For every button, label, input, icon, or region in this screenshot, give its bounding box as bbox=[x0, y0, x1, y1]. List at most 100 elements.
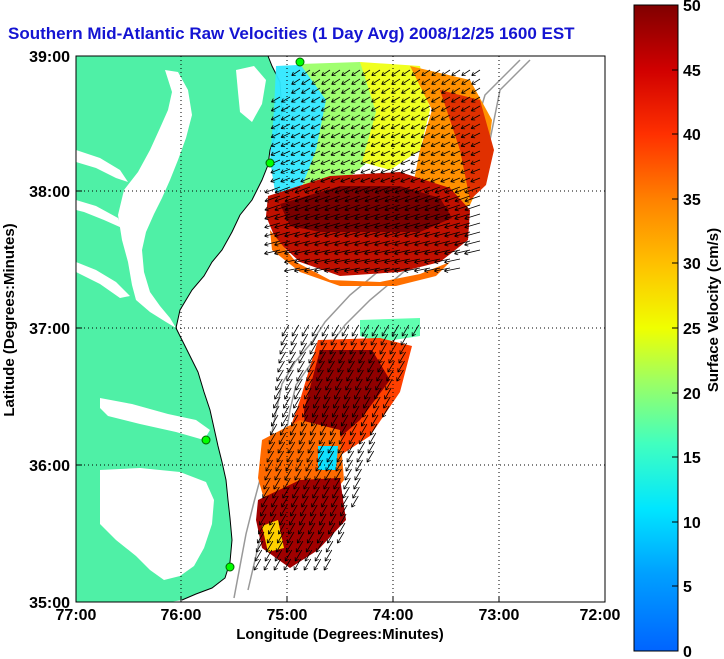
current-vector bbox=[391, 96, 401, 103]
current-vector bbox=[351, 96, 361, 103]
current-vector bbox=[342, 405, 350, 418]
colorbar-tick-label: 10 bbox=[683, 515, 701, 532]
current-vector bbox=[444, 267, 461, 273]
current-vector bbox=[334, 204, 351, 212]
current-vector bbox=[464, 195, 481, 203]
current-vector bbox=[314, 549, 323, 562]
current-vector bbox=[400, 177, 411, 183]
current-vector bbox=[272, 405, 280, 418]
current-vector bbox=[384, 195, 401, 203]
current-vector bbox=[394, 222, 411, 229]
current-vector bbox=[280, 114, 291, 121]
current-vector bbox=[394, 240, 411, 247]
current-vector bbox=[364, 222, 381, 229]
current-vector bbox=[361, 78, 371, 85]
current-vector bbox=[270, 141, 281, 148]
current-vector bbox=[301, 324, 310, 337]
current-vector bbox=[354, 213, 371, 221]
current-vector bbox=[354, 231, 371, 238]
current-vector bbox=[282, 486, 290, 499]
current-vector bbox=[320, 132, 331, 139]
current-vector bbox=[304, 195, 321, 203]
current-vector bbox=[351, 414, 359, 427]
current-vector bbox=[328, 522, 336, 535]
current-vector bbox=[270, 168, 281, 174]
current-vector bbox=[344, 195, 361, 203]
current-vector bbox=[293, 396, 301, 409]
current-vector bbox=[300, 150, 311, 156]
current-vector bbox=[360, 105, 371, 112]
current-vector bbox=[341, 96, 351, 103]
current-vector bbox=[298, 351, 306, 364]
current-vector bbox=[380, 333, 389, 346]
current-vector bbox=[420, 177, 431, 183]
current-vector bbox=[268, 522, 276, 535]
current-vector bbox=[454, 222, 471, 229]
current-vector bbox=[314, 222, 331, 229]
current-vector bbox=[380, 105, 391, 112]
current-vector bbox=[300, 177, 311, 183]
current-vector bbox=[350, 150, 361, 156]
current-vector bbox=[290, 141, 301, 148]
current-vector bbox=[334, 231, 351, 238]
current-vector bbox=[340, 168, 351, 174]
current-vector bbox=[276, 531, 285, 544]
current-vector bbox=[309, 423, 318, 436]
current-vector bbox=[399, 342, 407, 355]
current-vector bbox=[441, 78, 451, 85]
current-vector bbox=[430, 105, 441, 112]
current-vector bbox=[361, 87, 371, 94]
current-vector bbox=[338, 351, 346, 364]
colorbar-label: Surface Velocity (cm/s) bbox=[705, 228, 722, 392]
current-vector bbox=[404, 240, 421, 247]
current-vector bbox=[322, 486, 330, 499]
current-vector bbox=[300, 123, 311, 130]
current-vector bbox=[464, 204, 481, 212]
current-vector bbox=[263, 558, 272, 571]
current-vector bbox=[360, 123, 371, 130]
current-vector bbox=[299, 342, 307, 355]
current-vector bbox=[324, 186, 341, 194]
current-vector bbox=[374, 231, 391, 238]
current-vector bbox=[375, 378, 383, 391]
current-vector bbox=[348, 432, 357, 445]
current-vector bbox=[384, 258, 401, 265]
current-vector bbox=[273, 396, 281, 409]
current-vector bbox=[350, 159, 361, 165]
current-vector bbox=[434, 222, 451, 229]
current-vector bbox=[334, 387, 342, 400]
current-vector bbox=[265, 459, 273, 472]
current-vector bbox=[314, 468, 322, 481]
current-vector bbox=[330, 504, 338, 517]
current-vector bbox=[385, 378, 393, 391]
current-vector bbox=[281, 324, 290, 337]
current-vector bbox=[347, 441, 356, 454]
current-vector bbox=[289, 423, 298, 436]
current-vector bbox=[351, 78, 361, 85]
current-vector bbox=[330, 114, 341, 121]
current-vector bbox=[284, 249, 301, 256]
current-vector bbox=[303, 558, 312, 571]
current-vector bbox=[330, 168, 341, 174]
current-vector bbox=[321, 87, 331, 94]
current-vector bbox=[444, 231, 461, 238]
current-vector bbox=[464, 186, 481, 194]
y-tick-label: 35:00 bbox=[29, 595, 70, 612]
current-vector bbox=[400, 168, 411, 174]
current-vector bbox=[265, 540, 274, 553]
current-vector bbox=[374, 249, 391, 256]
current-vector bbox=[334, 222, 351, 229]
current-vector bbox=[394, 249, 411, 256]
x-tick-label: 74:00 bbox=[373, 607, 414, 624]
current-vector bbox=[356, 369, 364, 382]
current-vector bbox=[322, 405, 330, 418]
current-vector bbox=[354, 204, 371, 212]
current-vector bbox=[326, 450, 335, 463]
current-vector bbox=[470, 141, 481, 148]
current-vector bbox=[307, 441, 316, 454]
current-vector bbox=[362, 405, 370, 418]
current-vector bbox=[314, 258, 331, 265]
current-vector bbox=[307, 360, 315, 373]
current-vector bbox=[295, 459, 303, 472]
